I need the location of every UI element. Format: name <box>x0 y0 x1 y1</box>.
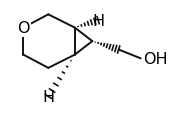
Text: O: O <box>17 21 30 36</box>
Text: H: H <box>42 89 54 104</box>
Text: H: H <box>92 14 104 28</box>
Text: OH: OH <box>144 51 168 66</box>
